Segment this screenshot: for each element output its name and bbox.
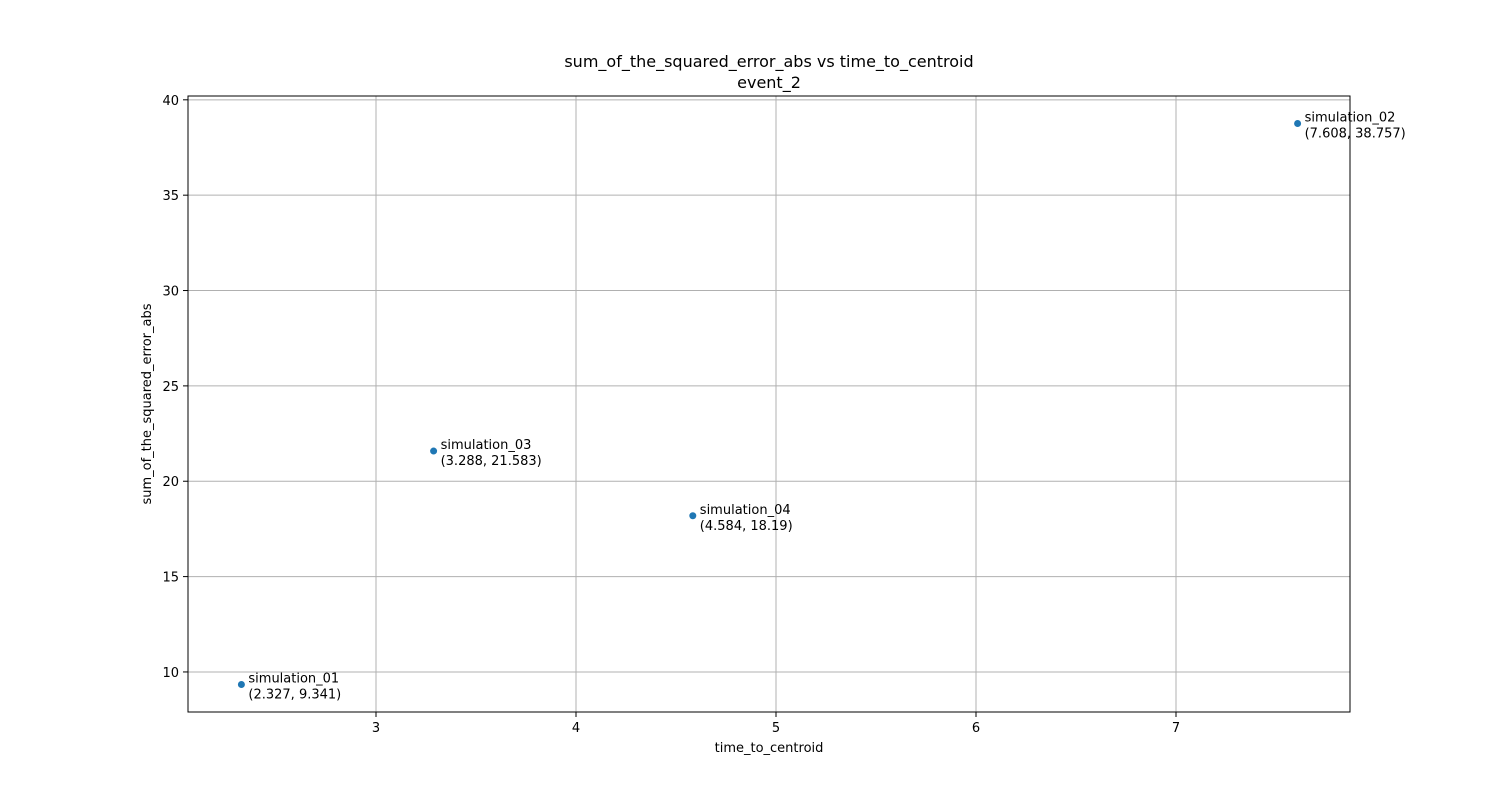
data-point (689, 512, 697, 520)
data-point-group: simulation_03(3.288, 21.583) (430, 438, 542, 469)
axis-ticks: 3 4 5 6 7 10 15 20 25 30 35 40 (162, 94, 1180, 736)
data-point (430, 447, 438, 455)
data-point (1294, 120, 1302, 128)
data-point-group: simulation_02(7.608, 38.757) (1294, 111, 1406, 142)
y-tick-label: 25 (162, 380, 179, 395)
point-name-label: simulation_03 (441, 438, 532, 453)
x-tick-label: 6 (972, 721, 980, 736)
x-tick-label: 7 (1172, 721, 1180, 736)
point-name-label: simulation_01 (248, 672, 339, 687)
chart-subtitle: event_2 (737, 73, 801, 93)
point-coord-label: (4.584, 18.19) (700, 519, 793, 534)
chart-title: sum_of_the_squared_error_abs vs time_to_… (564, 52, 973, 72)
plot-frame (187, 95, 1351, 713)
point-coord-label: (3.288, 21.583) (441, 454, 542, 469)
x-tick-label: 4 (572, 721, 580, 736)
x-tick-label: 3 (372, 721, 380, 736)
y-tick-label: 30 (162, 285, 179, 300)
point-name-label: simulation_04 (700, 503, 791, 518)
data-point (237, 681, 245, 689)
point-coord-label: (2.327, 9.341) (248, 688, 341, 703)
point-coord-label: (7.608, 38.757) (1305, 127, 1406, 142)
x-tick-label: 5 (772, 721, 780, 736)
data-point-group: simulation_01(2.327, 9.341) (237, 672, 341, 703)
x-axis-label: time_to_centroid (715, 741, 824, 756)
y-tick-label: 40 (162, 94, 179, 109)
y-tick-label: 20 (162, 475, 179, 490)
y-axis-label: sum_of_the_squared_error_abs (140, 303, 155, 504)
y-tick-label: 10 (162, 666, 179, 681)
data-points: simulation_01(2.327, 9.341) simulation_02… (237, 111, 1406, 703)
grid-lines (188, 96, 1350, 712)
y-tick-label: 35 (162, 189, 179, 204)
data-point-group: simulation_04(4.584, 18.19) (689, 503, 793, 534)
y-tick-label: 15 (162, 571, 179, 586)
point-name-label: simulation_02 (1305, 111, 1396, 126)
